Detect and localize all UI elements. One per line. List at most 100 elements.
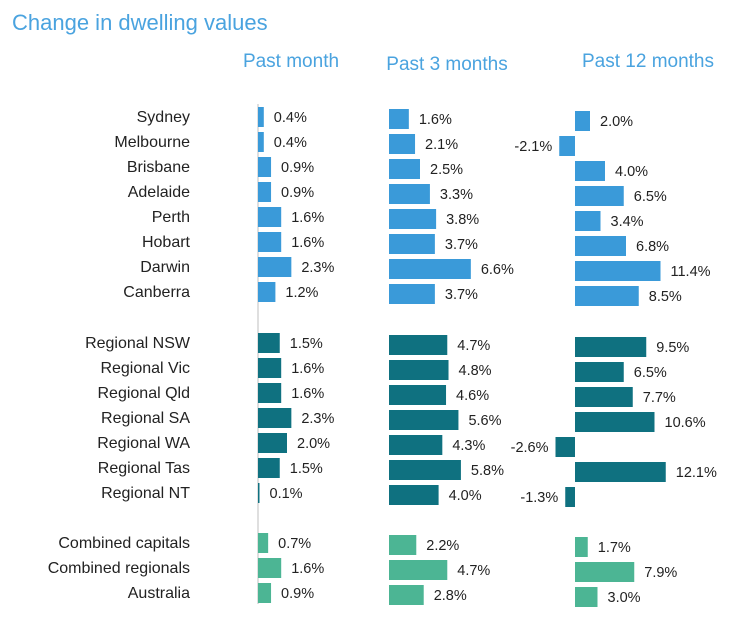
value-label-regional-sa-past-month: 2.3% [301, 411, 334, 427]
row-label-hobart: Hobart [142, 234, 191, 251]
bar-brisbane-past-3-months [389, 159, 420, 179]
bar-combined-regionals-past-3-months [389, 560, 448, 580]
panel-header-past-3-months: Past 3 months [386, 54, 507, 75]
value-label-combined-capitals-past-3-months: 2.2% [426, 538, 459, 554]
row-label-perth: Perth [152, 209, 190, 226]
value-label-combined-regionals-past-12-months: 7.9% [644, 565, 677, 581]
row-label-regional-qld: Regional Qld [98, 385, 191, 402]
value-label-regional-nsw-past-3-months: 4.7% [457, 338, 490, 354]
bar-regional-vic-past-3-months [389, 360, 449, 380]
value-label-regional-nt-past-12-months: -1.3% [520, 490, 558, 506]
row-label-regional-wa: Regional WA [97, 435, 190, 452]
bar-regional-nsw-past-12-months [575, 337, 647, 357]
value-label-brisbane-past-3-months: 2.5% [430, 162, 463, 178]
value-label-regional-nsw-past-month: 1.5% [290, 336, 323, 352]
bar-combined-capitals-past-3-months [389, 535, 417, 555]
value-label-hobart-past-3-months: 3.7% [445, 237, 478, 253]
chart-title: Change in dwelling values [12, 10, 268, 35]
bar-combined-regionals-past-month [258, 558, 282, 578]
row-label-combined-regionals: Combined regionals [48, 560, 190, 577]
value-label-melbourne-past-3-months: 2.1% [425, 137, 458, 153]
value-label-combined-capitals-past-12-months: 1.7% [598, 540, 631, 556]
value-label-australia-past-12-months: 3.0% [608, 590, 641, 606]
value-label-regional-qld-past-3-months: 4.6% [456, 388, 489, 404]
bar-regional-sa-past-12-months [575, 412, 655, 432]
value-label-brisbane-past-12-months: 4.0% [615, 164, 648, 180]
bar-regional-tas-past-12-months [575, 462, 666, 482]
bar-regional-wa-past-3-months [389, 435, 443, 455]
bar-regional-tas-past-month [258, 458, 280, 478]
bar-melbourne-past-3-months [389, 134, 416, 154]
bar-australia-past-month [258, 583, 272, 603]
row-label-adelaide: Adelaide [128, 184, 190, 201]
bar-regional-nsw-past-3-months [389, 335, 448, 355]
value-label-regional-nsw-past-12-months: 9.5% [656, 340, 689, 356]
value-label-perth-past-3-months: 3.8% [446, 212, 479, 228]
bar-combined-capitals-past-month [258, 533, 269, 553]
value-label-sydney-past-12-months: 2.0% [600, 114, 633, 130]
bar-australia-past-3-months [389, 585, 424, 605]
row-label-regional-tas: Regional Tas [98, 460, 190, 477]
bar-canberra-past-month [258, 282, 276, 302]
bar-darwin-past-3-months [389, 259, 471, 279]
value-label-hobart-past-12-months: 6.8% [636, 239, 669, 255]
value-label-regional-nt-past-month: 0.1% [270, 486, 303, 502]
value-label-regional-qld-past-12-months: 7.7% [643, 390, 676, 406]
row-label-regional-nsw: Regional NSW [85, 335, 191, 352]
chart-rows: Sydney 0.4% 1.6% 2.0% Melbourne 0.4% 2.1% -2.1%… [48, 107, 717, 607]
bar-brisbane-past-month [258, 157, 272, 177]
bar-darwin-past-12-months [575, 261, 661, 281]
bar-regional-tas-past-3-months [389, 460, 461, 480]
value-label-canberra-past-12-months: 8.5% [649, 289, 682, 305]
value-label-australia-past-3-months: 2.8% [434, 588, 467, 604]
panel-header-past-month: Past month [243, 51, 339, 72]
bar-regional-qld-past-12-months [575, 387, 633, 407]
bar-regional-sa-past-3-months [389, 410, 459, 430]
bar-regional-nt-past-12-months [565, 487, 575, 507]
bar-adelaide-past-12-months [575, 186, 624, 206]
value-label-regional-sa-past-3-months: 5.6% [468, 413, 501, 429]
value-label-perth-past-12-months: 3.4% [611, 214, 644, 230]
row-label-darwin: Darwin [140, 259, 190, 276]
bar-regional-nsw-past-month [258, 333, 280, 353]
bar-perth-past-12-months [575, 211, 601, 231]
row-label-combined-capitals: Combined capitals [58, 535, 190, 552]
value-label-canberra-past-month: 1.2% [285, 285, 318, 301]
value-label-darwin-past-12-months: 11.4% [671, 264, 711, 280]
value-label-regional-sa-past-12-months: 10.6% [665, 415, 706, 431]
bar-perth-past-3-months [389, 209, 437, 229]
bar-regional-qld-past-3-months [389, 385, 447, 405]
value-label-darwin-past-month: 2.3% [301, 260, 334, 276]
bar-regional-vic-past-month [258, 358, 282, 378]
value-label-darwin-past-3-months: 6.6% [481, 262, 514, 278]
value-label-australia-past-month: 0.9% [281, 586, 314, 602]
bar-regional-wa-past-month [258, 433, 287, 453]
value-label-sydney-past-month: 0.4% [274, 110, 307, 126]
value-label-regional-wa-past-12-months: -2.6% [511, 440, 549, 456]
bar-canberra-past-12-months [575, 286, 639, 306]
value-label-hobart-past-month: 1.6% [291, 235, 324, 251]
value-label-melbourne-past-12-months: -2.1% [514, 139, 552, 155]
bar-adelaide-past-month [258, 182, 272, 202]
value-label-regional-wa-past-3-months: 4.3% [452, 438, 485, 454]
row-label-regional-nt: Regional NT [101, 485, 190, 502]
bar-combined-capitals-past-12-months [575, 537, 588, 557]
value-label-perth-past-month: 1.6% [291, 210, 324, 226]
bar-hobart-past-3-months [389, 234, 435, 254]
value-label-regional-vic-past-12-months: 6.5% [634, 365, 667, 381]
bar-regional-wa-past-12-months [555, 437, 575, 457]
bar-sydney-past-month [258, 107, 264, 127]
row-label-canberra: Canberra [123, 284, 190, 301]
row-label-melbourne: Melbourne [114, 134, 190, 151]
value-label-regional-tas-past-3-months: 5.8% [471, 463, 504, 479]
row-label-sydney: Sydney [137, 109, 190, 126]
value-label-adelaide-past-12-months: 6.5% [634, 189, 667, 205]
value-label-brisbane-past-month: 0.9% [281, 160, 314, 176]
bar-sydney-past-3-months [389, 109, 409, 129]
bar-regional-nt-past-month [258, 483, 260, 503]
value-label-regional-wa-past-month: 2.0% [297, 436, 330, 452]
bar-canberra-past-3-months [389, 284, 435, 304]
bar-regional-nt-past-3-months [389, 485, 439, 505]
value-label-regional-tas-past-month: 1.5% [290, 461, 323, 477]
